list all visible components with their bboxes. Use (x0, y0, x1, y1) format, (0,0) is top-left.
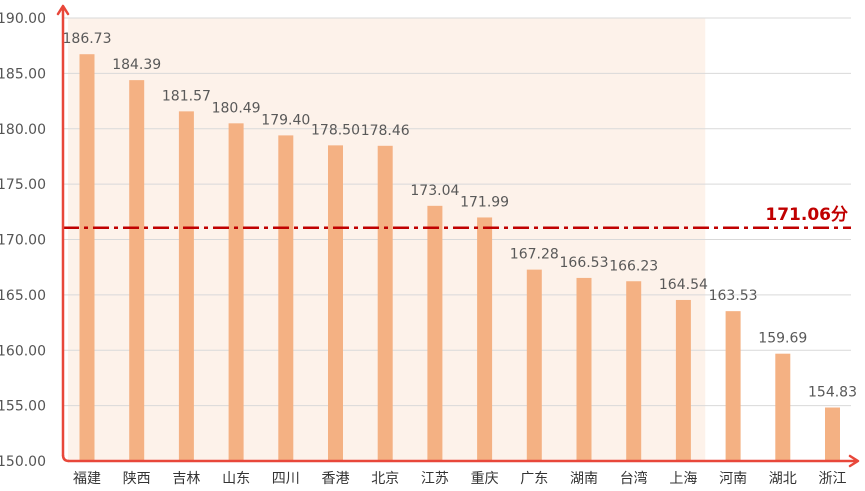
value-label: 163.53 (709, 288, 758, 304)
bar (626, 281, 642, 461)
x-tick-label: 上海 (669, 471, 697, 487)
x-tick-label: 四川 (272, 471, 300, 487)
bar (427, 205, 443, 461)
value-label: 180.49 (212, 100, 261, 116)
value-label: 173.04 (410, 183, 459, 199)
value-label: 167.28 (510, 247, 559, 263)
bar (725, 311, 741, 461)
x-tick-label: 陕西 (123, 471, 151, 487)
x-tick-label: 北京 (371, 471, 399, 487)
x-tick-label: 河南 (719, 471, 747, 487)
y-tick-label: 160.00 (0, 343, 46, 359)
x-tick-label: 福建 (73, 471, 101, 487)
y-tick-label: 185.00 (0, 66, 46, 82)
y-tick-label: 150.00 (0, 454, 46, 470)
x-tick-label: 台湾 (620, 470, 648, 487)
bar (825, 407, 840, 461)
value-label: 178.50 (311, 122, 360, 138)
axis-corner (61, 454, 70, 463)
x-tick-label: 浙江 (819, 471, 847, 487)
x-tick-label: 广东 (520, 471, 548, 487)
value-label: 166.53 (560, 255, 609, 271)
bar (178, 111, 194, 462)
bar (278, 135, 294, 461)
x-tick-label: 重庆 (471, 471, 499, 487)
bar (477, 217, 493, 461)
value-label: 154.83 (808, 385, 857, 401)
x-tick-label: 山东 (222, 471, 250, 487)
value-label: 178.46 (361, 123, 410, 139)
reference-line-label: 171.06分 (765, 205, 848, 225)
bar (775, 353, 791, 461)
value-label: 181.57 (162, 88, 211, 104)
x-tick-label: 香港 (322, 471, 350, 487)
value-label: 171.99 (460, 194, 509, 210)
y-tick-label: 175.00 (0, 177, 46, 193)
bar (228, 123, 244, 462)
y-tick-label: 190.00 (0, 11, 46, 27)
bar (377, 145, 393, 462)
x-tick-label: 吉林 (172, 471, 200, 487)
value-label: 164.54 (659, 277, 708, 293)
y-tick-label: 170.00 (0, 233, 46, 249)
value-label: 186.73 (63, 31, 112, 47)
axes (56, 4, 860, 468)
x-axis-ticks: 福建 陕西 吉林 山东 四川 香港 北京 江苏 重庆 广东 湖南 台湾 上海 河南 湖北 浙江 (73, 470, 847, 487)
y-tick-label: 165.00 (0, 288, 46, 304)
bar (675, 299, 691, 461)
value-label: 179.40 (261, 112, 310, 128)
y-tick-label: 155.00 (0, 399, 46, 415)
y-tick-label: 180.00 (0, 122, 46, 138)
bar (328, 145, 343, 462)
x-tick-label: 江苏 (421, 471, 449, 487)
y-axis (56, 4, 70, 457)
value-label: 159.69 (758, 331, 807, 347)
value-label: 166.23 (609, 258, 658, 274)
grid-lines (63, 17, 851, 407)
bar (129, 80, 145, 462)
y-axis-ticks: 150.00 155.00 160.00 165.00 170.00 175.00 180.… (0, 11, 46, 470)
bar (526, 269, 542, 461)
x-axis (67, 454, 860, 468)
x-tick-label: 湖北 (769, 471, 797, 487)
value-label: 184.39 (112, 57, 161, 73)
bar (576, 277, 592, 461)
bar (79, 54, 95, 462)
bars (79, 54, 840, 462)
x-tick-label: 湖南 (570, 471, 598, 487)
